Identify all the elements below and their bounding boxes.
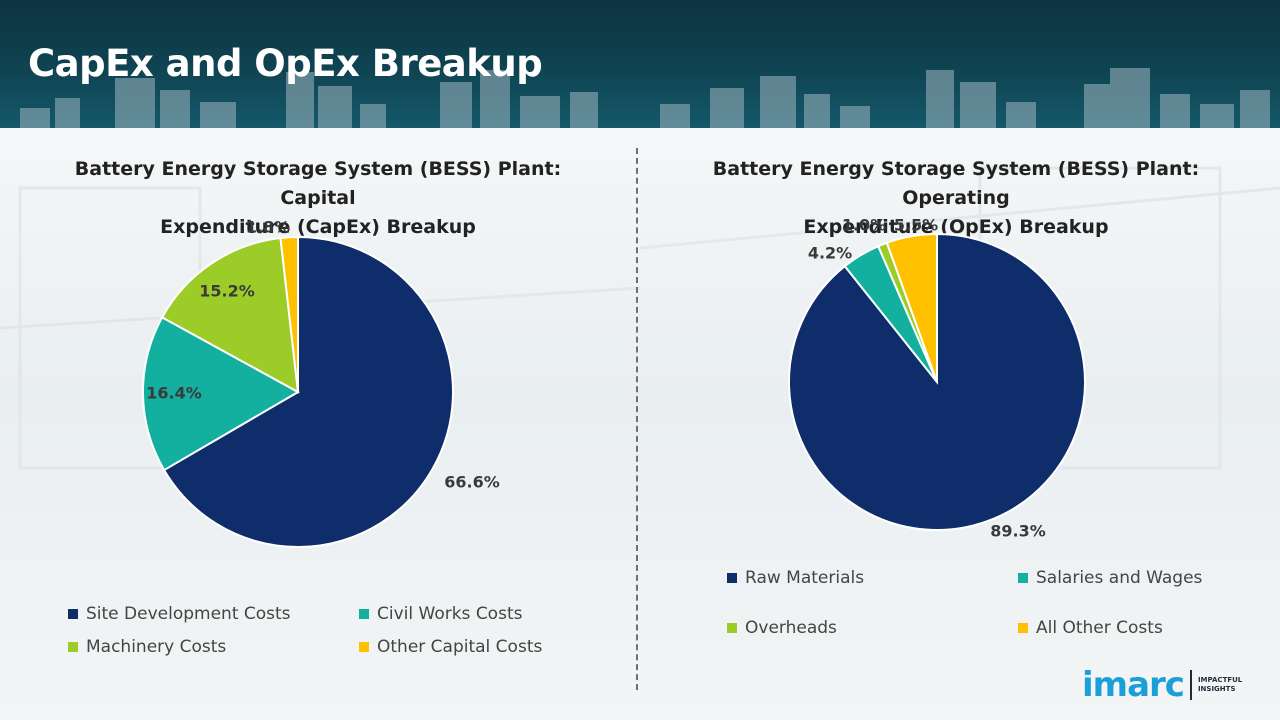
logo-wordmark: imarc <box>1082 665 1185 705</box>
legend-item-salaries-wages: Salaries and Wages <box>1018 568 1202 588</box>
capex-slice-3 <box>279 235 299 393</box>
capex-data-label-3: 1.8% <box>246 218 290 237</box>
logo-tagline: IMPACTFUL INSIGHTS <box>1198 676 1242 694</box>
opex-data-label-1: 4.2% <box>808 244 852 263</box>
skyline-graphic <box>20 68 1270 128</box>
legend-label: Salaries and Wages <box>1036 568 1203 588</box>
logo-tagline-line-2: INSIGHTS <box>1197 685 1236 693</box>
opex-data-label-0: 89.3% <box>990 522 1046 541</box>
legend-item-site-development: Site Development Costs <box>68 604 291 624</box>
capex-data-label-2: 15.2% <box>199 282 255 301</box>
legend-item-overheads: Overheads <box>727 618 837 638</box>
opex-title-line-2: Expenditure (OpEx) Breakup <box>803 216 1109 238</box>
opex-title-line-1: Battery Energy Storage System (BESS) Pla… <box>712 158 1200 209</box>
opex-data-label-2: 1.0% <box>842 216 886 235</box>
capex-slice-1 <box>142 315 301 472</box>
header-banner: CapEx and OpEx Breakup <box>0 0 1280 128</box>
capex-slice-2 <box>160 236 300 394</box>
opex-chart-title: Battery Energy Storage System (BESS) Pla… <box>676 155 1236 242</box>
chart-divider <box>636 148 638 690</box>
capex-title-line-1: Battery Energy Storage System (BESS) Pla… <box>74 158 562 209</box>
legend-item-raw-materials: Raw Materials <box>727 568 864 588</box>
imarc-logo: imarc IMPACTFUL INSIGHTS <box>1082 660 1264 710</box>
legend-swatch <box>359 609 369 619</box>
legend-item-machinery: Machinery Costs <box>68 637 226 657</box>
capex-slice-0 <box>162 235 454 548</box>
opex-data-label-3: 5.5% <box>894 216 938 235</box>
logo-separator <box>1189 670 1192 700</box>
legend-swatch <box>727 573 737 583</box>
legend-swatch <box>68 609 78 619</box>
legend-swatch <box>359 642 369 652</box>
logo-tagline-line-1: IMPACTFUL <box>1197 676 1243 684</box>
capex-title-line-2: Expenditure (CapEx) Breakup <box>160 216 476 238</box>
legend-swatch <box>1018 573 1028 583</box>
legend-item-civil-works: Civil Works Costs <box>359 604 522 624</box>
legend-label: Machinery Costs <box>86 637 227 657</box>
legend-item-all-other: All Other Costs <box>1018 618 1163 638</box>
legend-label: Site Development Costs <box>86 604 291 624</box>
page-title: CapEx and OpEx Breakup <box>28 42 543 85</box>
legend-item-other-capital: Other Capital Costs <box>359 637 542 657</box>
legend-label: Overheads <box>745 618 837 638</box>
capex-data-label-1: 16.4% <box>146 384 202 403</box>
legend-label: All Other Costs <box>1036 618 1163 638</box>
legend-swatch <box>1018 623 1028 633</box>
capex-chart-title: Battery Energy Storage System (BESS) Pla… <box>40 155 596 242</box>
legend-label: Civil Works Costs <box>377 604 523 624</box>
capex-data-label-0: 66.6% <box>444 473 500 492</box>
legend-swatch <box>727 623 737 633</box>
legend-label: Other Capital Costs <box>377 637 543 657</box>
legend-label: Raw Materials <box>745 568 865 588</box>
legend-swatch <box>68 642 78 652</box>
opex-slice-3 <box>885 232 938 383</box>
